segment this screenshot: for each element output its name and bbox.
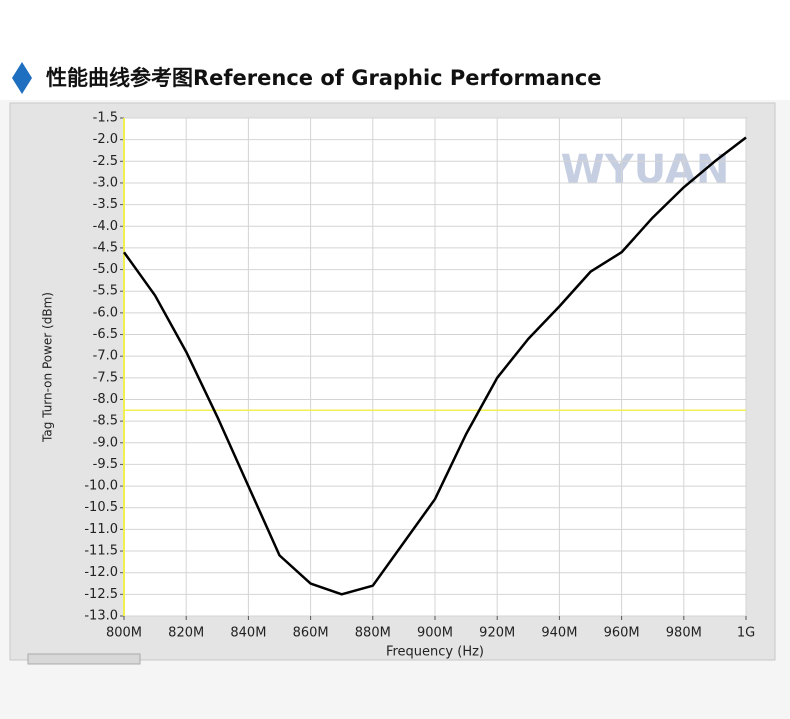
y-tick-label: -13.0	[84, 609, 118, 624]
y-tick-label: -5.5	[93, 284, 118, 299]
y-tick-label: -12.0	[84, 565, 118, 580]
y-tick-label: -4.5	[93, 240, 118, 255]
y-tick-label: -12.5	[84, 587, 118, 602]
x-tick-label: 980M	[666, 626, 702, 641]
header-bg	[0, 0, 790, 100]
legend-widget	[27, 653, 141, 665]
x-tick-label: 820M	[168, 626, 204, 641]
y-tick-label: -6.0	[93, 305, 118, 320]
y-tick-label: -6.5	[93, 327, 118, 342]
y-tick-label: -3.0	[93, 175, 118, 190]
y-tick-label: -9.0	[93, 435, 118, 450]
y-tick-label: -3.5	[93, 197, 118, 212]
y-tick-label: -8.5	[93, 414, 118, 429]
y-tick-label: -7.5	[93, 370, 118, 385]
x-tick-label: 880M	[355, 626, 391, 641]
x-tick-label: 1G	[737, 626, 755, 641]
y-tick-label: -9.5	[93, 457, 118, 472]
x-tick-label: 860M	[293, 626, 329, 641]
y-tick-label: -10.5	[84, 500, 118, 515]
y-tick-label: -4.0	[93, 219, 118, 234]
x-tick-label: 940M	[541, 626, 577, 641]
chart-title: 性能曲线参考图Reference of Graphic Performance	[46, 66, 602, 90]
y-tick-label: -5.0	[93, 262, 118, 277]
data-line	[122, 136, 747, 596]
x-tick-label: 920M	[479, 626, 515, 641]
x-axis-label: Frequency (Hz)	[386, 645, 484, 660]
title-icon	[12, 62, 32, 94]
x-tick-label: 840M	[230, 626, 266, 641]
x-tick-label: 800M	[106, 626, 142, 641]
y-tick-label: -10.0	[84, 479, 118, 494]
y-axis-label: Tag Turn-on Power (dBm)	[41, 292, 55, 443]
watermark: WYUAN	[561, 147, 730, 193]
y-tick-label: -2.5	[93, 154, 118, 169]
y-tick-label: -7.0	[93, 349, 118, 364]
x-tick-label: 900M	[417, 626, 453, 641]
y-tick-label: -2.0	[93, 132, 118, 147]
y-tick-label: -8.0	[93, 392, 118, 407]
y-tick-label: -1.5	[93, 111, 118, 126]
y-tick-label: -11.0	[84, 522, 118, 537]
y-tick-label: -11.5	[84, 544, 118, 559]
x-tick-label: 960M	[604, 626, 640, 641]
